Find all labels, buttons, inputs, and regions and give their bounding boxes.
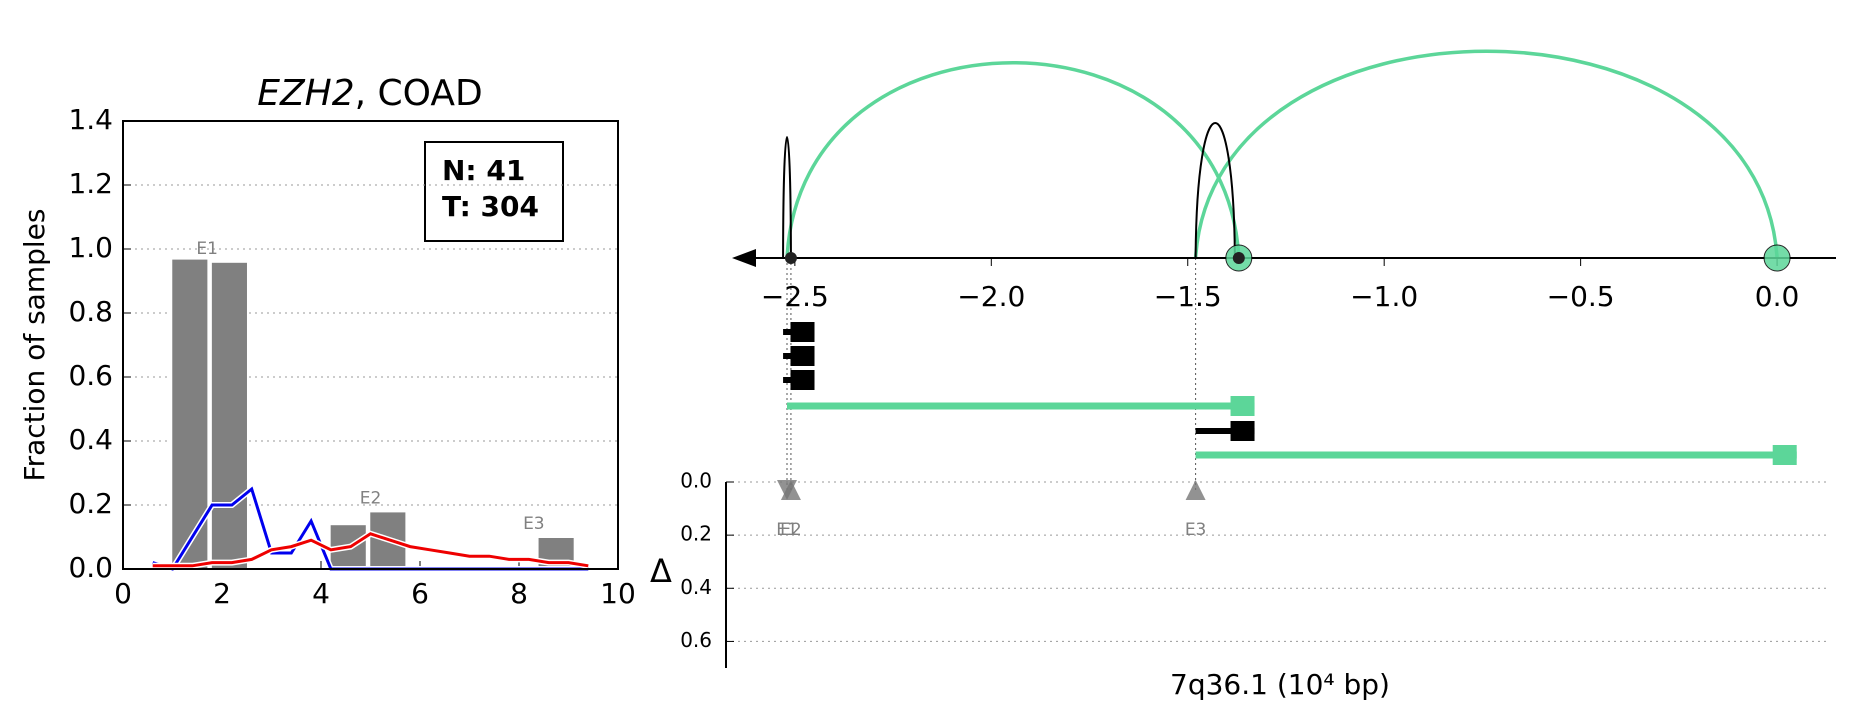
junction (1763, 244, 1791, 272)
axis-arrow (732, 249, 756, 267)
x-tick-label: 2 (213, 577, 231, 610)
title-rest: , COAD (355, 73, 483, 114)
y-tick-label: 0.4 (68, 423, 113, 456)
legend-text: T: 304 (442, 190, 539, 223)
y-tick-label: 0.8 (68, 295, 113, 328)
exon-annotation: E1 (196, 239, 218, 259)
junction-dot (1232, 252, 1245, 264)
junction-arc (782, 136, 792, 259)
x-tick-label: −0.5 (1547, 280, 1615, 313)
x-tick-label: −2.5 (761, 280, 829, 313)
x-tick-label: 0 (114, 577, 132, 610)
x-tick-label: 4 (312, 577, 330, 610)
y-tick-label: 0.2 (680, 522, 712, 546)
x-tick-label: 6 (411, 577, 429, 610)
x-axis-label: 7q36.1 (10⁴ bp) (1170, 668, 1390, 701)
exon-label: E1 (776, 520, 798, 540)
chart-title: EZH2, COAD (257, 73, 482, 114)
exon-marker (780, 479, 801, 500)
y-tick-label: 0.0 (680, 469, 712, 493)
junction-dot (784, 252, 797, 264)
y-tick-label: 1.0 (68, 231, 113, 264)
exon-label: E2 (780, 520, 802, 540)
y-tick-label: 1.4 (68, 103, 113, 136)
transcript-end (1230, 421, 1255, 441)
y-tick-label: 0.0 (68, 551, 113, 584)
x-tick-label: 8 (510, 577, 528, 610)
delta-label: Δ (650, 552, 672, 590)
transcript-end (790, 370, 815, 390)
y-tick-label: 0.2 (68, 487, 113, 520)
x-tick-label: −1.0 (1350, 280, 1418, 313)
x-tick-label: 0.0 (1755, 280, 1800, 313)
y-tick-label: 1.2 (68, 167, 113, 200)
y-tick-label: 0.4 (680, 575, 712, 599)
junction-arc (1194, 122, 1236, 259)
x-tick-label: −1.5 (1154, 280, 1222, 313)
junction-arc (1193, 49, 1779, 259)
title-gene: EZH2 (257, 73, 354, 114)
axes-frame (122, 120, 619, 570)
transcript-end (1772, 445, 1797, 465)
exon-annotation: E2 (360, 489, 382, 509)
x-tick-label: 10 (600, 577, 636, 610)
transcript-end (1230, 396, 1255, 416)
transcript-end (790, 322, 815, 342)
y-axis-label: Fraction of samples (18, 209, 51, 482)
legend-box (424, 141, 564, 242)
junction-arc (785, 61, 1241, 259)
y-tick-label: 0.6 (68, 359, 113, 392)
y-tick-label: 0.6 (680, 628, 712, 652)
bar (209, 260, 249, 570)
x-tick-label: −2.0 (957, 280, 1025, 313)
transcript-end (790, 346, 815, 366)
line (152, 532, 589, 568)
legend-text: N: 41 (442, 154, 525, 187)
exon-label: E3 (1185, 520, 1207, 540)
exon-annotation: E3 (523, 514, 545, 534)
exon-marker (1185, 479, 1206, 500)
